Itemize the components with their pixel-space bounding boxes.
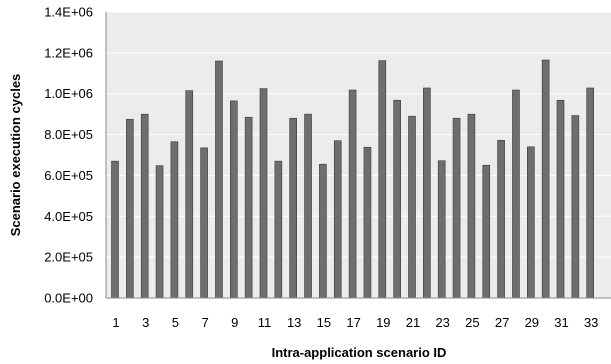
bar <box>586 87 595 299</box>
bar <box>274 160 283 299</box>
bar <box>363 146 372 299</box>
y-tick-label: 2.0E+05 <box>44 250 93 265</box>
bar <box>512 89 520 299</box>
bar <box>259 88 268 299</box>
y-tick-label: 1.2E+06 <box>44 45 93 60</box>
bar <box>200 147 208 299</box>
x-tick-label: 21 <box>406 315 420 330</box>
x-tick-label: 13 <box>287 315 301 330</box>
bar <box>497 139 505 299</box>
bar <box>408 115 416 299</box>
bar <box>304 113 312 299</box>
y-tick-label: 8.0E+05 <box>44 127 93 142</box>
bar <box>467 113 476 299</box>
bar <box>526 146 535 299</box>
x-tick-label: 11 <box>258 315 272 330</box>
x-tick-label: 15 <box>317 315 331 330</box>
bar <box>452 117 461 299</box>
bar <box>170 141 179 299</box>
x-tick-label: 7 <box>201 315 208 330</box>
bar <box>185 90 194 299</box>
bar <box>437 160 446 299</box>
x-tick-label: 9 <box>231 315 238 330</box>
x-tick-label: 5 <box>172 315 179 330</box>
bar <box>571 115 580 299</box>
bar <box>393 99 401 299</box>
x-tick-label: 3 <box>142 315 149 330</box>
x-tick-label: 27 <box>495 315 509 330</box>
x-tick-label: 23 <box>435 315 449 330</box>
bar <box>155 165 164 299</box>
bars <box>111 59 595 299</box>
x-tick-label: 1 <box>112 315 119 330</box>
plot-area <box>106 12 611 298</box>
bar <box>378 60 387 299</box>
bar <box>482 164 491 299</box>
y-tick-label: 1.4E+06 <box>44 5 93 20</box>
x-axis-title: Intra-application scenario ID <box>272 345 447 360</box>
bar <box>423 87 431 299</box>
x-tick-label: 31 <box>554 315 568 330</box>
x-tick-label: 19 <box>376 315 390 330</box>
x-tick-label: 17 <box>346 315 360 330</box>
y-tick-labels: 0.0E+00 2.0E+05 4.0E+05 6.0E+05 8.0E+05 1.0E+… <box>44 5 93 306</box>
y-axis-title: Scenario execution cycles <box>8 74 23 237</box>
y-tick-label: 6.0E+05 <box>44 168 93 183</box>
x-tick-label: 25 <box>465 315 479 330</box>
x-tick-label: 29 <box>525 315 539 330</box>
y-tick-label: 1.0E+06 <box>44 86 93 101</box>
x-tick-label: 33 <box>584 315 598 330</box>
bar <box>333 140 342 299</box>
bar <box>111 160 119 299</box>
y-tick-label: 0.0E+00 <box>44 291 93 306</box>
bar <box>215 60 223 299</box>
bar <box>541 59 550 299</box>
bar <box>126 118 134 299</box>
bar <box>230 100 238 299</box>
bar <box>140 113 149 299</box>
bar <box>244 116 253 299</box>
bar <box>348 89 357 299</box>
y-tick-label: 4.0E+05 <box>44 209 93 224</box>
bar <box>319 163 327 299</box>
bar <box>289 117 298 299</box>
bar <box>556 99 565 299</box>
x-tick-labels: 1 3 5 7 9 11 13 15 17 19 21 23 25 27 29 31 33 <box>112 315 598 330</box>
